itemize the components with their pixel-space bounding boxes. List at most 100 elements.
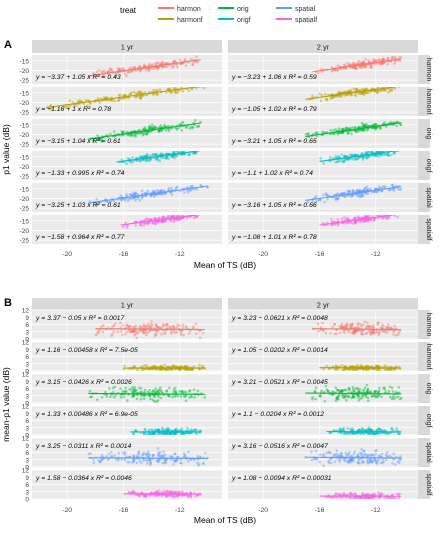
data-point — [136, 95, 140, 98]
data-point — [185, 364, 189, 368]
data-point — [369, 218, 372, 222]
data-point — [173, 155, 176, 158]
scatter-points — [311, 383, 403, 403]
data-point — [354, 497, 357, 499]
data-point — [183, 364, 187, 368]
regression-equation: y = 3.37 − 0.05 x R² = 0.0017 — [35, 315, 124, 322]
facet-harmon-2yr: y = −3.23 + 1.06 x R² = 0.59 — [228, 55, 418, 84]
data-point — [132, 389, 136, 392]
data-point — [353, 329, 356, 333]
data-point — [363, 187, 367, 190]
data-point — [363, 452, 367, 456]
data-point — [380, 189, 383, 193]
legend-item-harmonf: harmonf — [158, 17, 203, 24]
data-point — [336, 197, 340, 201]
data-point — [351, 427, 354, 430]
data-point — [360, 332, 364, 336]
data-point — [190, 87, 194, 91]
data-point — [168, 490, 172, 493]
data-point — [351, 365, 354, 368]
data-point — [76, 100, 80, 104]
data-point — [143, 431, 146, 435]
data-point — [132, 394, 135, 398]
data-point — [187, 153, 190, 157]
data-point — [154, 92, 158, 96]
data-point — [148, 325, 152, 329]
data-point — [144, 494, 147, 497]
data-point — [351, 395, 355, 399]
data-point — [160, 332, 163, 336]
data-point — [142, 128, 146, 131]
data-point — [369, 333, 373, 336]
data-point — [391, 390, 395, 393]
data-point — [362, 367, 365, 371]
data-point — [172, 215, 175, 217]
data-point — [380, 492, 384, 496]
data-point — [378, 332, 381, 335]
data-point — [173, 395, 176, 398]
data-point — [138, 460, 142, 463]
data-point — [377, 333, 381, 336]
data-point — [347, 157, 350, 161]
data-point — [354, 94, 358, 97]
data-point — [112, 324, 116, 328]
data-point — [358, 189, 361, 193]
data-point — [374, 331, 378, 334]
data-point — [96, 138, 100, 141]
data-point — [152, 364, 155, 368]
data-point — [343, 63, 346, 67]
data-point — [375, 433, 378, 435]
data-point — [110, 450, 113, 454]
y-tick-label: 0 — [25, 369, 29, 376]
data-point — [182, 432, 185, 435]
data-point — [128, 325, 132, 328]
data-point — [143, 126, 147, 129]
data-point — [389, 326, 393, 330]
data-point — [345, 460, 349, 463]
y-tick-label: 3 — [25, 457, 29, 464]
data-point — [384, 125, 388, 128]
data-point — [322, 367, 325, 371]
data-point — [173, 490, 176, 494]
data-point — [160, 129, 163, 133]
data-point — [336, 368, 340, 371]
data-point — [184, 326, 188, 330]
data-point — [336, 224, 340, 227]
data-point — [338, 324, 341, 328]
data-point — [135, 336, 139, 339]
data-point — [133, 491, 137, 494]
data-point — [156, 429, 160, 432]
data-point — [364, 453, 368, 457]
data-point — [142, 368, 146, 371]
data-point — [172, 60, 175, 64]
data-point — [65, 105, 69, 109]
data-point — [146, 450, 150, 454]
data-point — [145, 153, 149, 157]
data-point — [349, 458, 352, 462]
data-point — [344, 90, 348, 94]
facet-background — [32, 87, 222, 116]
data-point — [390, 89, 394, 92]
data-point — [346, 158, 350, 162]
data-point — [175, 330, 178, 334]
data-point — [366, 154, 370, 158]
data-point — [360, 427, 364, 430]
data-point — [398, 458, 402, 462]
data-point — [144, 324, 147, 328]
y-tick-label: 3 — [25, 329, 29, 336]
data-point — [377, 62, 381, 66]
data-point — [106, 70, 109, 74]
data-point — [146, 158, 150, 162]
data-point — [189, 189, 192, 192]
data-point — [356, 452, 360, 456]
data-point — [164, 368, 168, 371]
data-point — [153, 395, 156, 399]
data-point — [145, 325, 149, 328]
data-point — [360, 152, 364, 155]
data-point — [349, 458, 352, 461]
data-point — [192, 365, 196, 368]
data-point — [175, 154, 178, 158]
data-point — [338, 492, 341, 496]
data-point — [369, 325, 373, 329]
data-point — [356, 61, 360, 64]
